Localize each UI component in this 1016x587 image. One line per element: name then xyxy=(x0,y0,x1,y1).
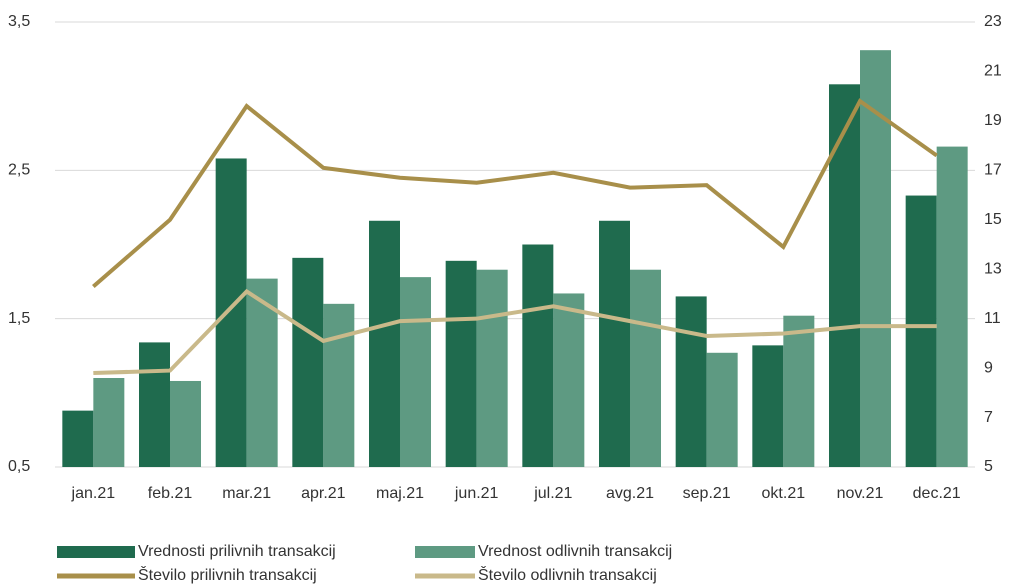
x-tick-label: apr.21 xyxy=(301,485,346,502)
x-tick-label: maj.21 xyxy=(376,485,424,502)
bar xyxy=(630,269,661,467)
y2-tick-label: 5 xyxy=(984,458,993,475)
y2-tick-label: 7 xyxy=(984,409,993,426)
y-tick-label: 1,5 xyxy=(8,310,30,327)
y-tick-label: 3,5 xyxy=(8,13,30,30)
bar xyxy=(62,410,94,467)
bar xyxy=(752,345,784,467)
line xyxy=(93,288,937,376)
legend-label: Vrednost odlivnih transakcij xyxy=(478,543,672,560)
bar xyxy=(829,84,860,468)
x-tick-label: jan.21 xyxy=(71,485,116,502)
bar xyxy=(599,220,630,467)
x-tick-label: sep.21 xyxy=(683,485,731,502)
legend-label: Število prilivnih transakcij xyxy=(138,565,317,584)
bar xyxy=(170,380,201,467)
x-tick-label: feb.21 xyxy=(148,485,193,502)
legend-label: Vrednosti prilivnih transakcij xyxy=(138,543,336,560)
x-tick-label: mar.21 xyxy=(222,485,271,502)
line xyxy=(92,98,938,289)
bar xyxy=(522,244,554,467)
x-tick-label: dec.21 xyxy=(913,485,961,502)
bar xyxy=(369,220,400,467)
y2-tick-label: 23 xyxy=(984,13,1002,30)
bar xyxy=(215,158,247,467)
bar xyxy=(292,257,324,467)
bar xyxy=(783,315,815,467)
bar xyxy=(445,260,477,467)
legend-label: Število odlivnih transakcij xyxy=(478,565,657,584)
legend-swatch xyxy=(57,546,135,558)
bar xyxy=(400,277,431,467)
bar xyxy=(936,146,968,467)
y-tick-label: 2,5 xyxy=(8,162,30,179)
legend-swatch xyxy=(415,546,475,558)
bar xyxy=(93,378,125,467)
bar xyxy=(476,269,508,467)
y2-tick-label: 17 xyxy=(984,162,1002,179)
x-tick-label: jun.21 xyxy=(454,485,499,502)
y2-tick-label: 9 xyxy=(984,359,993,376)
x-tick-label: avg.21 xyxy=(606,485,654,502)
y2-tick-label: 19 xyxy=(984,112,1002,129)
y2-tick-label: 15 xyxy=(984,211,1002,228)
x-tick-label: jul.21 xyxy=(533,485,572,502)
y2-tick-label: 21 xyxy=(984,63,1002,80)
bar xyxy=(553,293,585,467)
x-tick-label: okt.21 xyxy=(762,485,806,502)
x-tick-label: nov.21 xyxy=(837,485,884,502)
bar xyxy=(905,195,937,468)
y2-tick-label: 11 xyxy=(984,310,1001,327)
bar xyxy=(139,342,170,467)
bar xyxy=(323,303,355,467)
bar xyxy=(675,296,707,467)
y-tick-label: 0,5 xyxy=(8,458,30,475)
y2-tick-label: 13 xyxy=(984,260,1002,277)
bar xyxy=(706,352,738,467)
